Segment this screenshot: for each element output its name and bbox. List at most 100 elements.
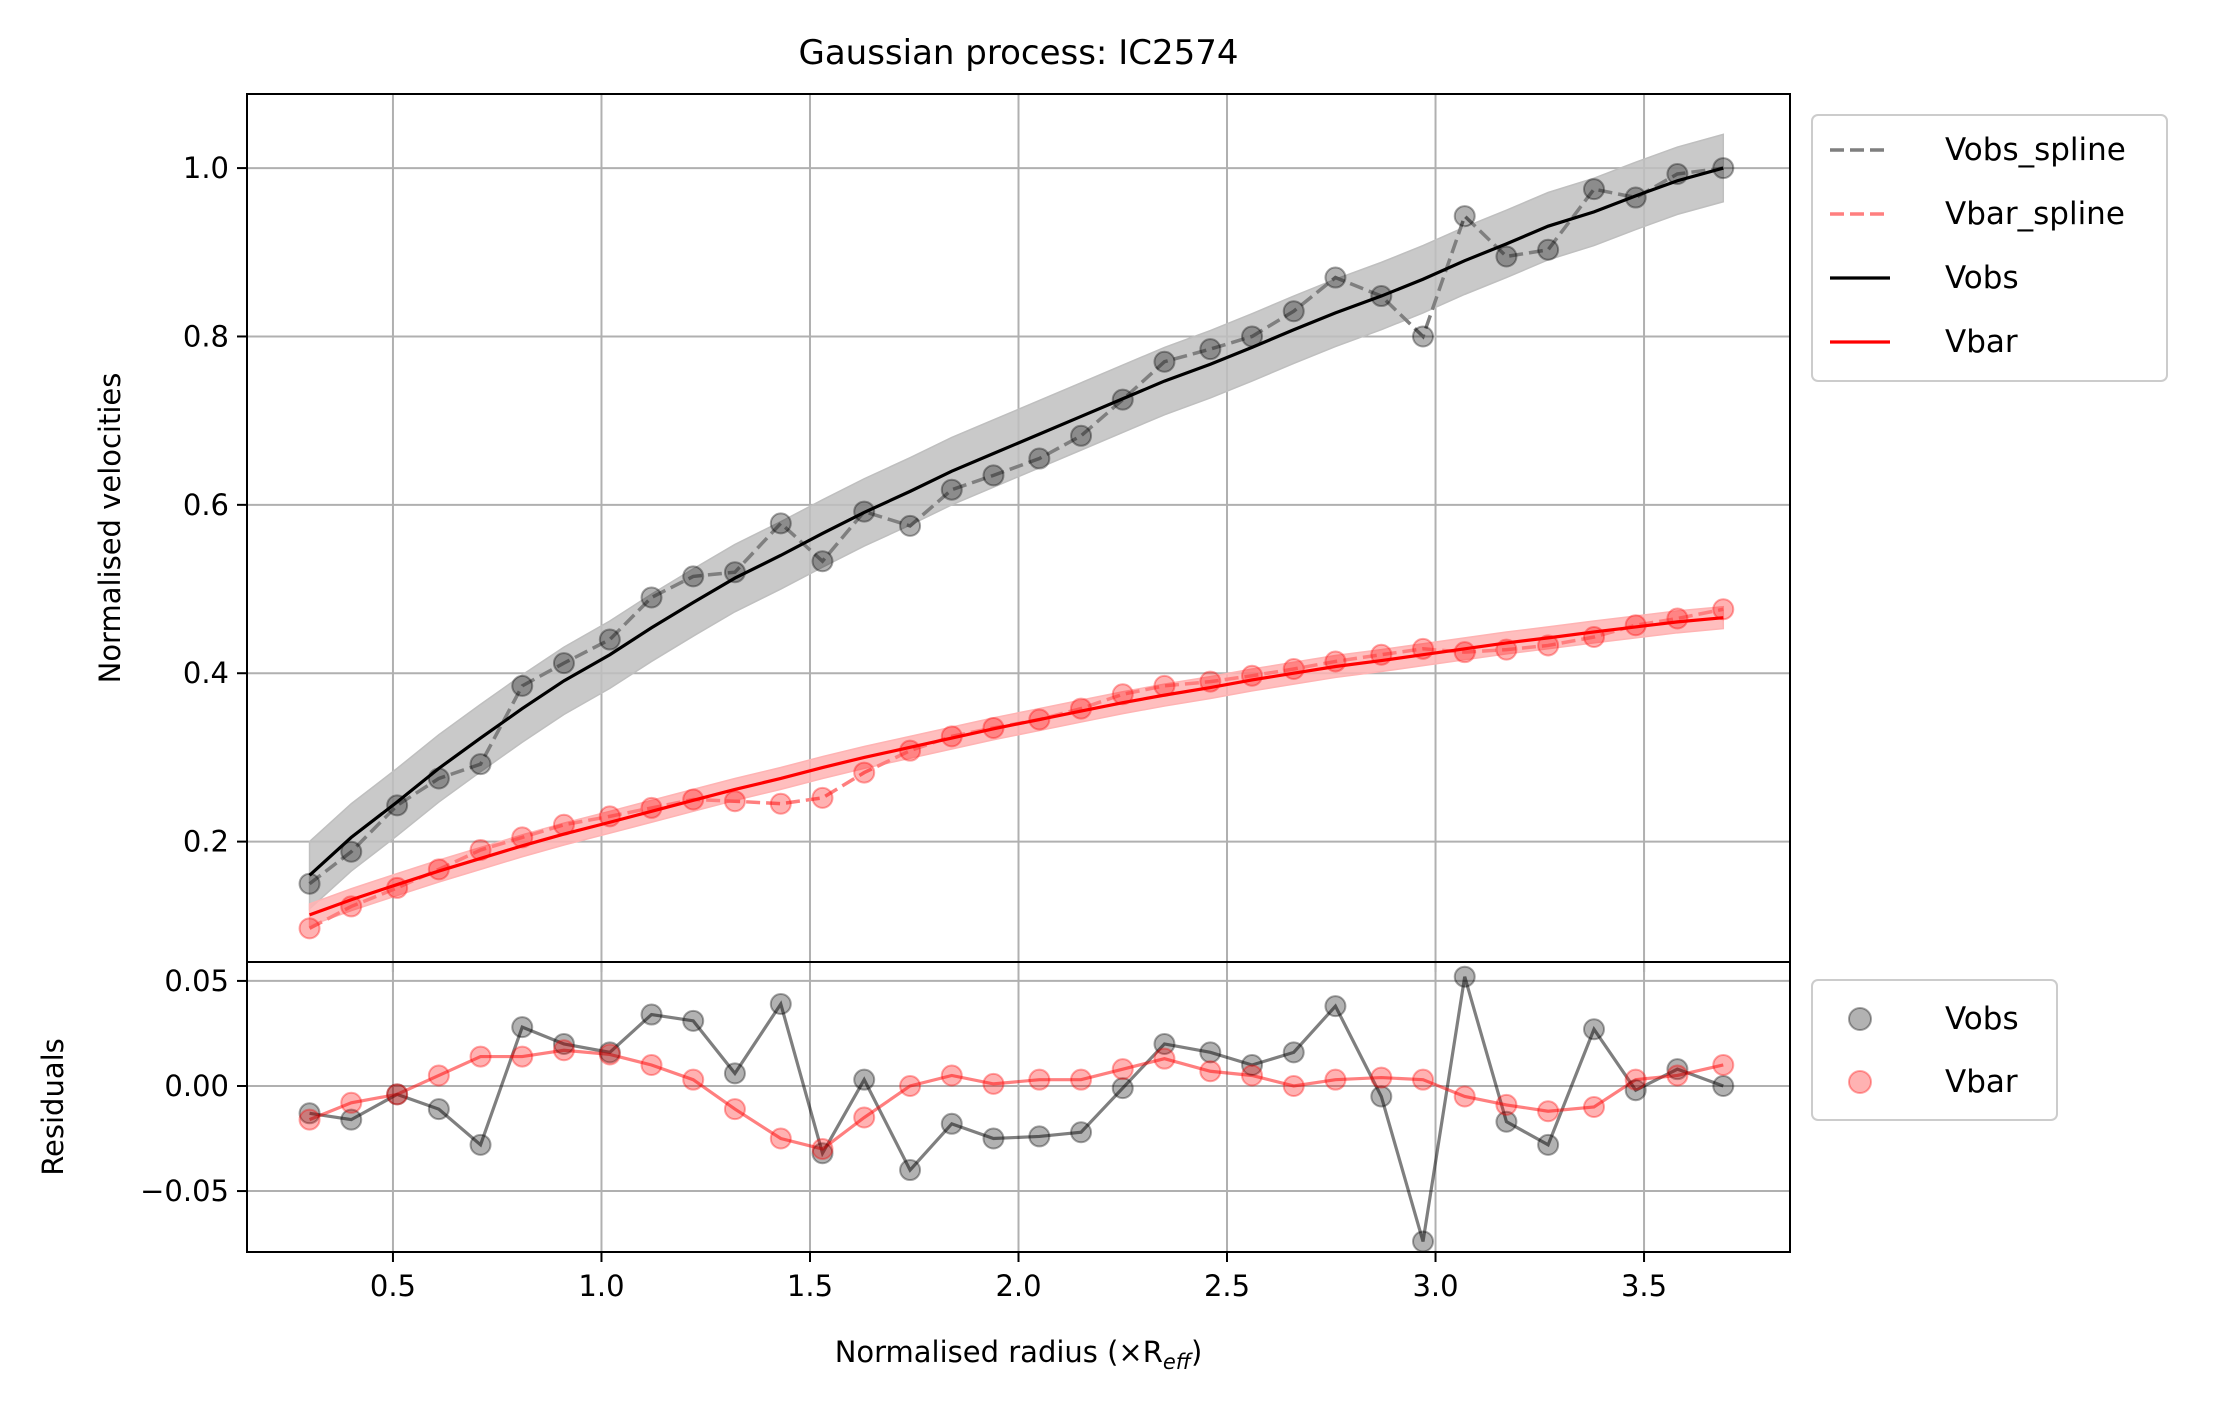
residuals-y-axis-label: Residuals — [36, 1038, 70, 1176]
point-vobs-spline-12 — [811, 550, 834, 573]
point-vbar-spline-24 — [1324, 650, 1347, 673]
point-vbar-spline-20 — [1153, 674, 1176, 697]
velocity-y-tick-label-3: 0.8 — [183, 319, 229, 353]
residual-point-vbar-17 — [1028, 1068, 1051, 1091]
residual-point-vobs-23 — [1282, 1041, 1305, 1064]
residuals-y-tick-label-2: −0.05 — [140, 1174, 229, 1208]
point-vobs-spline-11 — [769, 512, 792, 535]
point-vobs-spline-21 — [1199, 338, 1222, 361]
point-vobs-spline-4 — [469, 753, 492, 776]
residual-point-vbar-7 — [598, 1043, 621, 1066]
point-vbar-spline-5 — [511, 826, 534, 849]
residual-point-vobs-14 — [899, 1159, 922, 1182]
residuals-points — [298, 965, 1735, 1253]
point-vobs-spline-6 — [552, 652, 575, 675]
point-vobs-spline-13 — [853, 500, 876, 523]
residuals-x-tick-label-0: 0.5 — [370, 1269, 416, 1303]
velocity-panel: 0.2 0.4 0.6 0.8 1.0 Gaussian process: IC2574… — [93, 33, 2168, 972]
residual-point-vbar-5 — [511, 1045, 534, 1068]
point-vobs-spline-8 — [640, 586, 663, 609]
point-vbar-spline-21 — [1199, 670, 1222, 693]
velocity-legend: Vobs_spline Vbar_spline Vobs Vbar — [1811, 114, 2168, 382]
point-vbar-spline-16 — [982, 716, 1005, 739]
point-vobs-spline-29 — [1537, 238, 1560, 261]
residuals-legend-label-0: Vobs — [1945, 1001, 2019, 1037]
residual-point-vobs-13 — [853, 1068, 876, 1091]
residual-point-vbar-23 — [1282, 1074, 1305, 1097]
residual-point-vobs-24 — [1324, 995, 1347, 1018]
velocity-points — [298, 157, 1735, 940]
point-vobs-spline-28 — [1495, 245, 1518, 268]
point-vbar-spline-30 — [1582, 626, 1605, 649]
series-line-vobs-spline — [308, 166, 1724, 886]
point-vobs-spline-0 — [298, 872, 321, 895]
residual-point-vbar-10 — [723, 1098, 746, 1121]
point-vbar-spline-23 — [1282, 658, 1305, 681]
residual-point-vbar-11 — [769, 1127, 792, 1150]
residual-point-vbar-18 — [1070, 1068, 1093, 1091]
residual-point-vbar-30 — [1582, 1096, 1605, 1118]
residuals-x-tick-label-6: 3.5 — [1621, 1269, 1667, 1303]
point-vobs-spline-20 — [1153, 350, 1176, 373]
residuals-grid — [247, 962, 1790, 1252]
point-vbar-spline-31 — [1624, 614, 1647, 637]
residual-point-vobs-21 — [1199, 1041, 1222, 1064]
residual-point-vbar-8 — [640, 1053, 663, 1076]
point-vbar-spline-4 — [469, 839, 492, 862]
residual-point-vbar-6 — [552, 1039, 575, 1062]
residual-point-vbar-24 — [1324, 1068, 1347, 1091]
residual-point-vobs-6 — [552, 1032, 575, 1055]
residual-point-vobs-20 — [1153, 1032, 1176, 1055]
point-vobs-spline-16 — [982, 464, 1005, 487]
residual-point-vbar-2 — [386, 1083, 409, 1106]
point-vbar-spline-17 — [1028, 708, 1051, 731]
residual-point-vobs-30 — [1582, 1018, 1605, 1041]
residual-point-vbar-22 — [1241, 1064, 1264, 1087]
point-vobs-spline-9 — [682, 565, 705, 588]
residual-point-vbar-28 — [1495, 1093, 1518, 1116]
velocity-y-tick-label-4: 1.0 — [183, 151, 229, 185]
point-vobs-spline-19 — [1111, 388, 1134, 411]
residuals-legend-label-1: Vbar — [1945, 1064, 2018, 1100]
residual-point-vbar-29 — [1537, 1100, 1560, 1123]
velocity-legend-label-3: Vbar — [1945, 324, 2018, 360]
point-vobs-spline-5 — [511, 674, 534, 697]
residuals-y-tick-label-0: 0.05 — [164, 964, 229, 998]
residual-point-vobs-27 — [1453, 965, 1476, 988]
residual-point-vobs-10 — [723, 1062, 746, 1085]
point-vobs-spline-17 — [1028, 447, 1051, 470]
residual-point-vobs-9 — [682, 1009, 705, 1032]
residual-point-vbar-33 — [1712, 1053, 1735, 1076]
point-vbar-spline-32 — [1666, 607, 1689, 630]
point-vbar-spline-14 — [899, 739, 922, 762]
point-vobs-spline-14 — [899, 514, 922, 537]
point-vobs-spline-2 — [386, 794, 409, 817]
residual-point-vobs-19 — [1111, 1077, 1134, 1100]
point-vbar-spline-28 — [1495, 638, 1518, 661]
residual-point-vbar-27 — [1453, 1085, 1476, 1108]
x-axis-label: Normalised radius (×Reff) — [835, 1335, 1203, 1374]
point-vbar-spline-9 — [682, 788, 705, 811]
residual-point-vbar-16 — [982, 1072, 1005, 1095]
residuals-legend: Vobs Vbar — [1811, 979, 2058, 1121]
residual-point-vobs-3 — [427, 1098, 450, 1121]
residual-point-vbar-19 — [1111, 1058, 1134, 1081]
residual-point-vobs-29 — [1537, 1133, 1560, 1156]
residuals-x-tick-label-5: 3.0 — [1412, 1269, 1458, 1303]
residuals-legend-marker-1 — [1848, 1070, 1872, 1094]
residuals-x-tick-label-3: 2.0 — [995, 1269, 1041, 1303]
point-vobs-spline-30 — [1582, 178, 1605, 201]
residuals-x-tick-label-1: 1.0 — [578, 1269, 624, 1303]
velocity-legend-label-0: Vobs_spline — [1945, 132, 2126, 168]
residual-point-vobs-7 — [598, 1041, 621, 1064]
residual-point-vobs-17 — [1028, 1125, 1051, 1148]
point-vobs-spline-24 — [1324, 266, 1347, 289]
x-axis-label-suffix: ) — [1191, 1335, 1202, 1369]
point-vbar-spline-26 — [1412, 637, 1435, 660]
residual-point-vobs-12 — [811, 1142, 834, 1165]
point-vbar-spline-29 — [1537, 634, 1560, 657]
point-vbar-spline-3 — [427, 858, 450, 881]
point-vbar-spline-7 — [598, 805, 621, 828]
point-vobs-spline-22 — [1241, 325, 1264, 348]
